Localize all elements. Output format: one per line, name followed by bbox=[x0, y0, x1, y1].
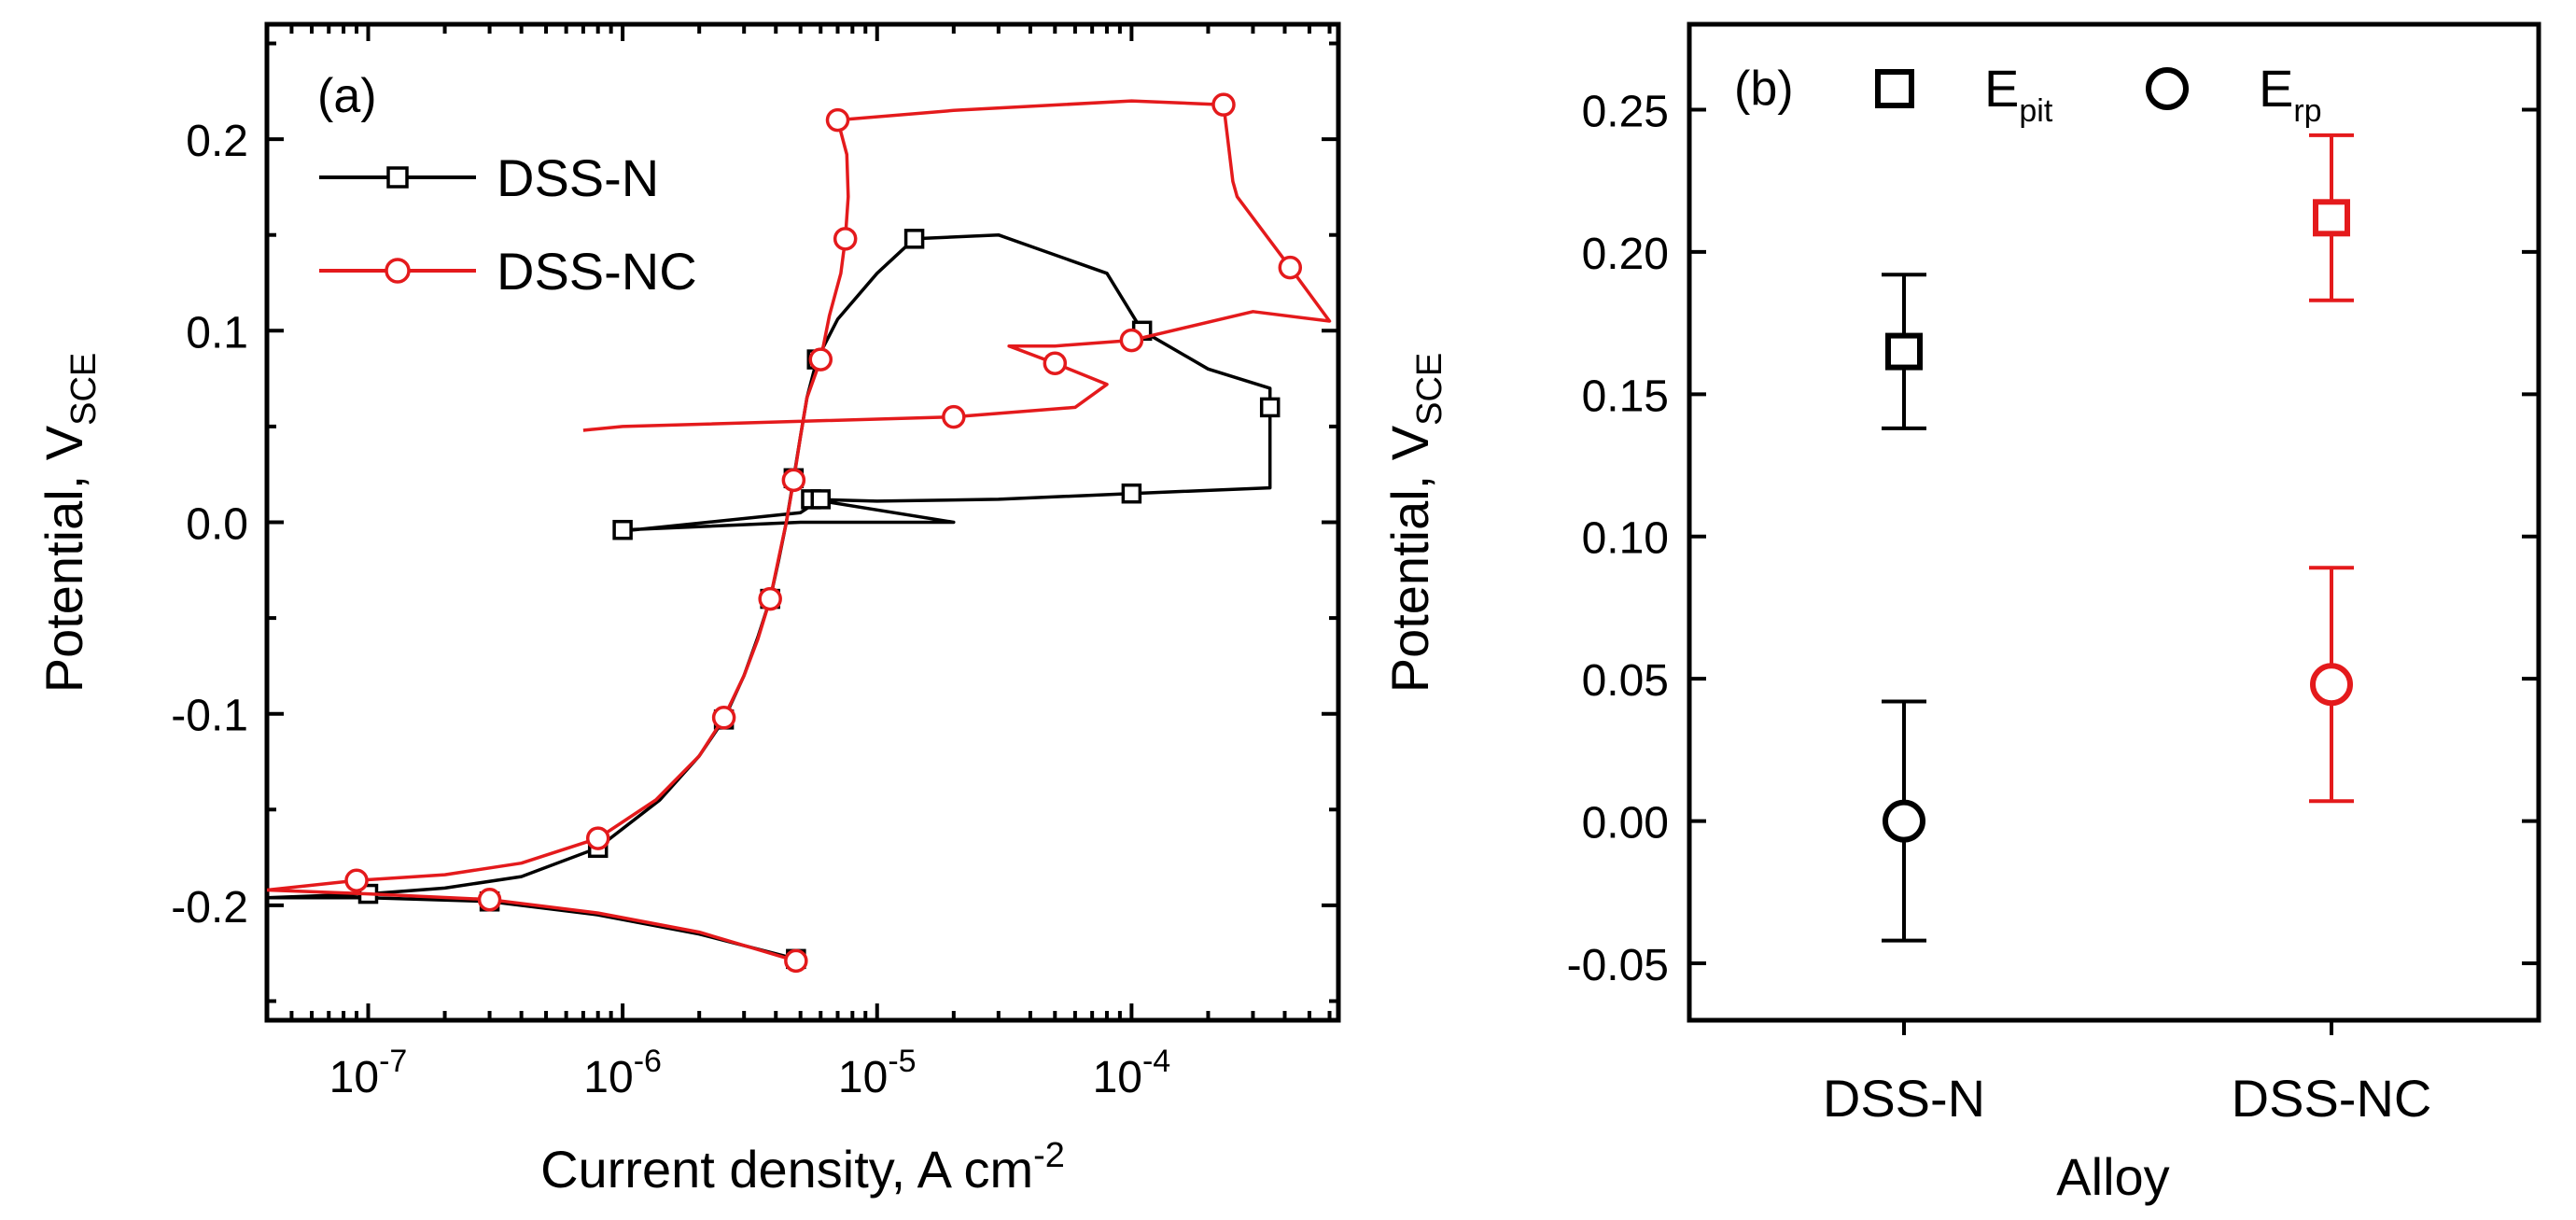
y-tick-label: 0.1 bbox=[186, 308, 248, 358]
data-point-dss-n bbox=[612, 519, 633, 540]
legend-label-dss-nc: DSS-NC bbox=[497, 242, 697, 301]
panel-a-ylabel: Potential, VSCE bbox=[35, 353, 104, 694]
y-tick-label: 0.00 bbox=[1582, 799, 1669, 848]
legend-marker-epit bbox=[1875, 69, 1914, 108]
series-dss-nc bbox=[267, 92, 1332, 974]
data-point-dss-n bbox=[810, 489, 832, 510]
panel-a-series bbox=[267, 92, 1332, 974]
data-point-dss-nc bbox=[477, 887, 502, 912]
panel-b-label: (b) bbox=[1734, 62, 1794, 116]
x-tick-label: 10-4 bbox=[1093, 1044, 1171, 1102]
panel-b-xlabel: Alloy bbox=[2056, 1147, 2169, 1206]
x-tick-label-dss-nc: DSS-NC bbox=[2232, 1069, 2432, 1128]
panel-a-label: (a) bbox=[317, 69, 377, 123]
data-point-dss-nc bbox=[833, 227, 858, 251]
panel-b-ylabel: Potential, VSCE bbox=[1380, 353, 1449, 694]
y-tick-label: 0.15 bbox=[1582, 372, 1669, 421]
y-tick-label: 0.0 bbox=[186, 500, 248, 550]
x-tick-label: 10-6 bbox=[583, 1044, 662, 1102]
data-point-dss-nc bbox=[825, 107, 850, 133]
data-point-dss-nc bbox=[1211, 92, 1236, 117]
panel-b-legend: Epit Erp bbox=[1875, 59, 2322, 129]
panel-b-series bbox=[1882, 133, 2354, 943]
data-point-e-rp bbox=[2310, 663, 2353, 707]
legend-marker-dss-nc bbox=[385, 258, 411, 284]
legend-marker-dss-n bbox=[386, 166, 409, 189]
data-point-dss-nc bbox=[1119, 328, 1144, 353]
data-point-dss-nc bbox=[808, 347, 833, 372]
data-point-dss-n bbox=[903, 229, 925, 249]
data-point-dss-n bbox=[1121, 483, 1142, 504]
data-point-dss-nc bbox=[784, 948, 808, 974]
data-point-dss-nc bbox=[758, 586, 782, 611]
data-point-e-pit bbox=[1885, 332, 1923, 371]
y-tick-label: 0.05 bbox=[1582, 656, 1669, 706]
legend-label-epit: Epit bbox=[1984, 59, 2053, 129]
data-point-dss-nc bbox=[711, 706, 736, 730]
series-line-dss-nc bbox=[267, 99, 1332, 963]
panel-b-frame bbox=[1687, 21, 2541, 1023]
legend-label-dss-n: DSS-N bbox=[497, 148, 659, 207]
panel-b-ticks: -0.05 0.00 0.05 0.10 0.15 0.20 0.25 DSS-N DSS-NC bbox=[1567, 87, 2539, 1128]
y-tick-label: 0.25 bbox=[1582, 87, 1669, 136]
data-point-dss-nc bbox=[942, 404, 966, 429]
y-tick-label: 0.20 bbox=[1582, 230, 1669, 279]
y-tick-label: -0.2 bbox=[171, 883, 248, 933]
x-tick-label: 10-5 bbox=[838, 1044, 917, 1102]
legend-marker-erp bbox=[2146, 67, 2189, 110]
data-point-e-rp bbox=[1883, 799, 1925, 843]
data-point-dss-nc bbox=[585, 826, 610, 850]
y-tick-label: -0.1 bbox=[171, 692, 248, 741]
data-point-dss-nc bbox=[344, 868, 369, 892]
data-point-dss-nc bbox=[1278, 255, 1303, 280]
data-point-dss-n bbox=[1259, 397, 1281, 418]
data-point-e-pit bbox=[2313, 199, 2350, 237]
y-tick-label: 0.10 bbox=[1582, 514, 1669, 564]
data-point-dss-nc bbox=[1043, 351, 1068, 375]
legend-label-erp: Erp bbox=[2259, 59, 2322, 129]
x-tick-label: 10-7 bbox=[329, 1044, 408, 1102]
panel-a-xlabel: Current density, A cm-2 bbox=[540, 1136, 1065, 1199]
y-tick-label: 0.2 bbox=[186, 117, 248, 166]
panel-a-ticks: 10-7 10-6 10-5 10-4 -0.2 -0.1 0.0 0.1 0.2 bbox=[171, 24, 1338, 1102]
x-tick-label-dss-n: DSS-N bbox=[1823, 1069, 1985, 1128]
data-point-dss-nc bbox=[781, 468, 806, 493]
panel-a-legend: DSS-N DSS-NC bbox=[319, 148, 697, 301]
y-tick-label: -0.05 bbox=[1567, 941, 1669, 990]
